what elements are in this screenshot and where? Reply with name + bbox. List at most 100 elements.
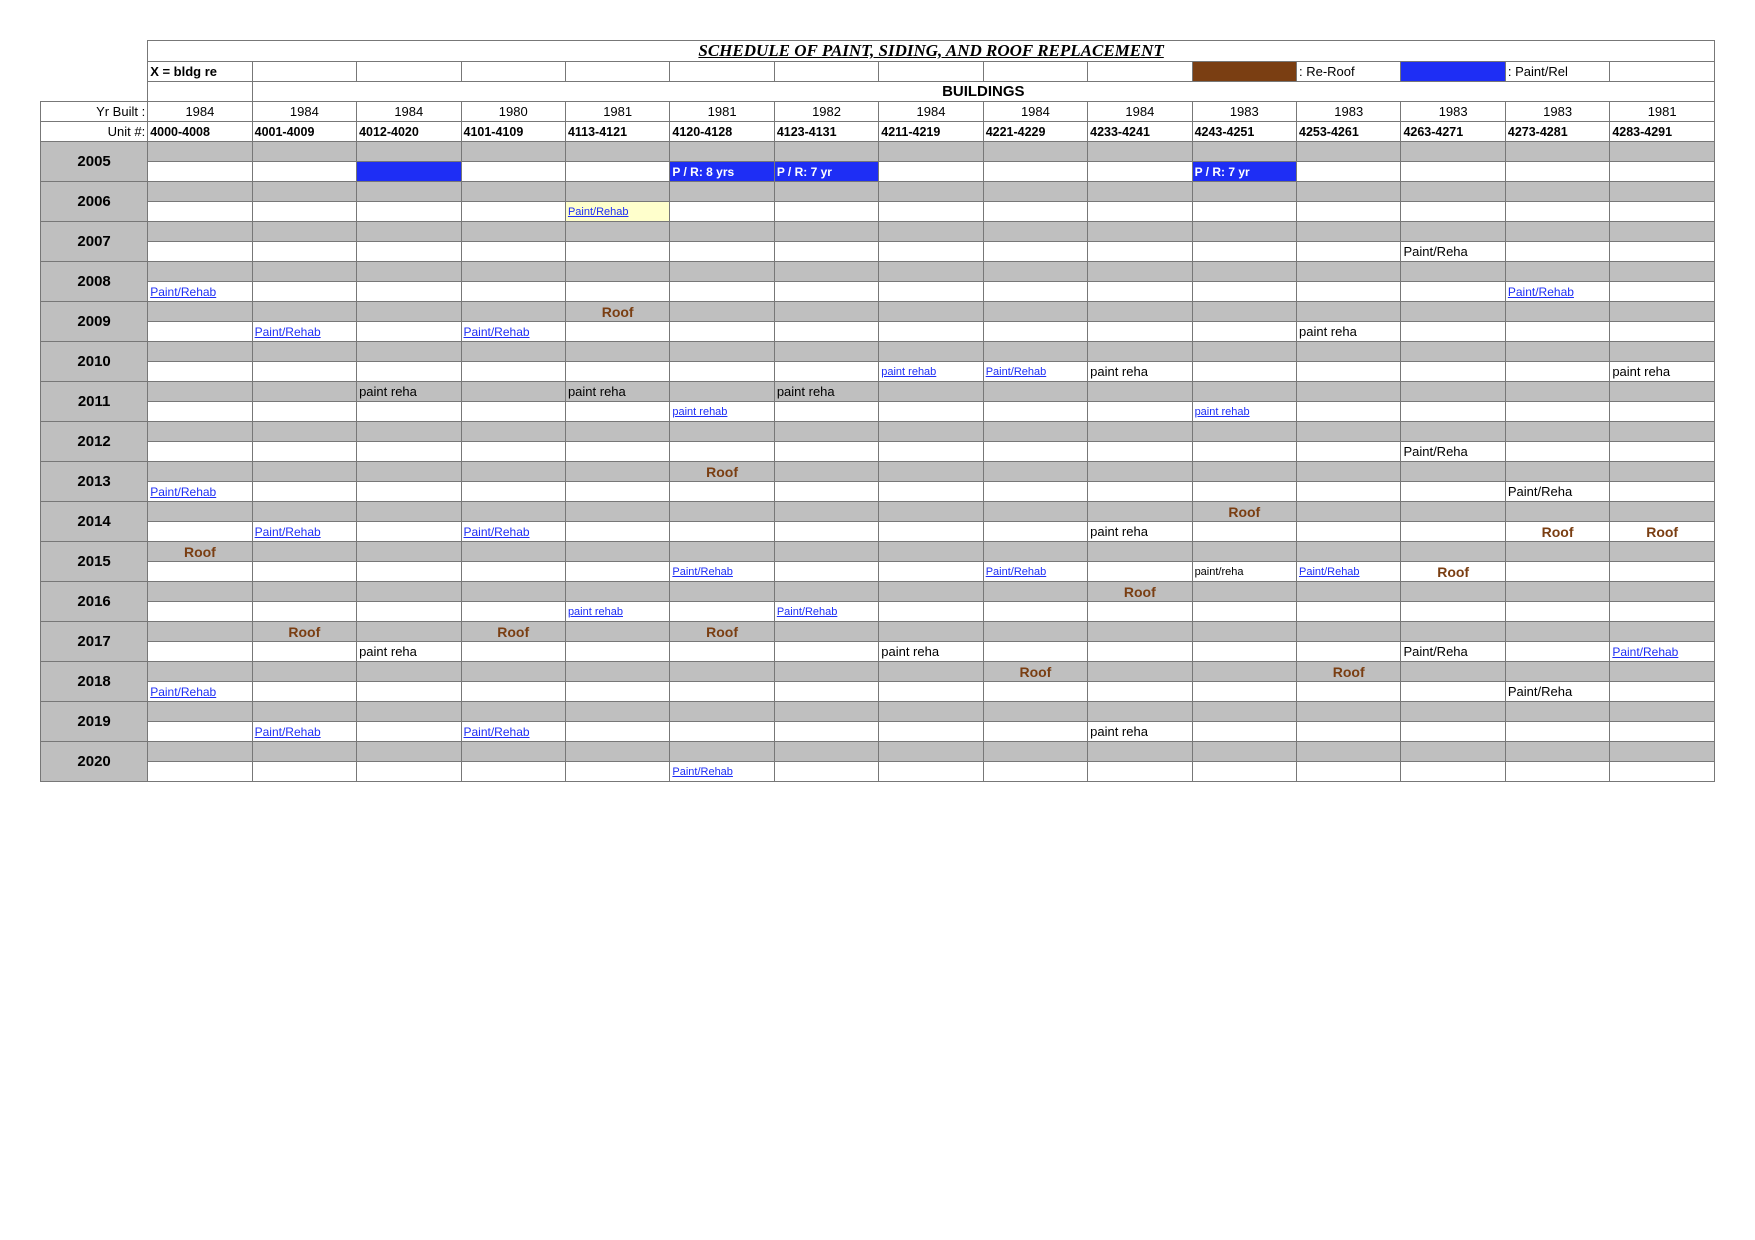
cell: [1297, 542, 1401, 562]
cell: [1192, 242, 1296, 262]
cell: [670, 182, 774, 202]
cell: [774, 642, 878, 662]
cell: Paint/Reha: [1505, 482, 1609, 502]
cell: [1610, 142, 1715, 162]
cell: [1505, 162, 1609, 182]
cell: [1401, 542, 1505, 562]
cell: [252, 382, 356, 402]
cell: [1505, 622, 1609, 642]
cell: Paint/Rehab: [461, 722, 565, 742]
cell: [461, 242, 565, 262]
cell: [357, 622, 461, 642]
year-row-2011: 2011: [41, 382, 148, 422]
cell: [1192, 262, 1296, 282]
cell: [1192, 742, 1296, 762]
cell: [252, 702, 356, 722]
cell: paint reha: [1297, 322, 1401, 342]
cell: [1088, 142, 1192, 162]
cell: [1088, 462, 1192, 482]
cell: [879, 542, 983, 562]
cell: [1401, 502, 1505, 522]
cell: paint reha: [565, 382, 669, 402]
cell: [879, 142, 983, 162]
cell: [670, 222, 774, 242]
cell: [565, 622, 669, 642]
cell: [670, 642, 774, 662]
cell: [461, 702, 565, 722]
cell: [1610, 202, 1715, 222]
cell: [1297, 202, 1401, 222]
schedule-table: SCHEDULE OF PAINT, SIDING, AND ROOF REPL…: [40, 40, 1715, 782]
cell: [461, 422, 565, 442]
cell: [1088, 242, 1192, 262]
year-row-2018: 2018: [41, 662, 148, 702]
cell: [1401, 402, 1505, 422]
cell: [565, 442, 669, 462]
cell: [983, 202, 1087, 222]
cell: [148, 642, 252, 662]
cell: [461, 682, 565, 702]
cell: [461, 442, 565, 462]
cell: [983, 702, 1087, 722]
cell: [1401, 622, 1505, 642]
cell: [357, 542, 461, 562]
cell: [1610, 162, 1715, 182]
cell: [1505, 422, 1609, 442]
cell: [252, 162, 356, 182]
cell: [461, 562, 565, 582]
cell: [983, 342, 1087, 362]
cell: [774, 362, 878, 382]
cell: [774, 502, 878, 522]
cell: [1297, 402, 1401, 422]
cell: paint/reha: [1192, 562, 1296, 582]
cell: [357, 342, 461, 362]
cell: [879, 402, 983, 422]
cell: [1192, 582, 1296, 602]
cell: [1192, 422, 1296, 442]
cell: [565, 402, 669, 422]
cell: [252, 402, 356, 422]
cell: Roof: [1401, 562, 1505, 582]
cell: [357, 182, 461, 202]
year-row-2009: 2009: [41, 302, 148, 342]
cell: [461, 662, 565, 682]
year-row-2012: 2012: [41, 422, 148, 462]
cell: [1401, 482, 1505, 502]
cell: [1505, 342, 1609, 362]
cell: [357, 302, 461, 322]
cell: [461, 482, 565, 502]
cell: [252, 582, 356, 602]
cell: [1401, 662, 1505, 682]
cell: [670, 142, 774, 162]
cell: [357, 682, 461, 702]
cell: [1505, 222, 1609, 242]
unit-col: 4243-4251: [1192, 122, 1296, 142]
cell: [1610, 582, 1715, 602]
page-title: SCHEDULE OF PAINT, SIDING, AND ROOF REPL…: [148, 41, 1715, 62]
cell: [670, 722, 774, 742]
cell: [774, 702, 878, 722]
cell: [1192, 522, 1296, 542]
cell: Paint/Rehab: [148, 682, 252, 702]
cell: [357, 442, 461, 462]
cell: [774, 402, 878, 422]
cell: [461, 262, 565, 282]
cell: [1192, 382, 1296, 402]
cell: [1297, 342, 1401, 362]
cell: [1088, 662, 1192, 682]
cell: [148, 382, 252, 402]
cell: Paint/Rehab: [1610, 642, 1715, 662]
cell: [983, 542, 1087, 562]
cell: [1401, 462, 1505, 482]
cell: [461, 462, 565, 482]
cell: [252, 422, 356, 442]
cell: [983, 682, 1087, 702]
cell: [1505, 402, 1609, 422]
cell: [1610, 402, 1715, 422]
cell: [252, 742, 356, 762]
cell: Paint/Reha: [1401, 642, 1505, 662]
cell: [252, 362, 356, 382]
cell: P / R: 8 yrs: [670, 162, 774, 182]
cell: [1401, 282, 1505, 302]
cell: [148, 662, 252, 682]
